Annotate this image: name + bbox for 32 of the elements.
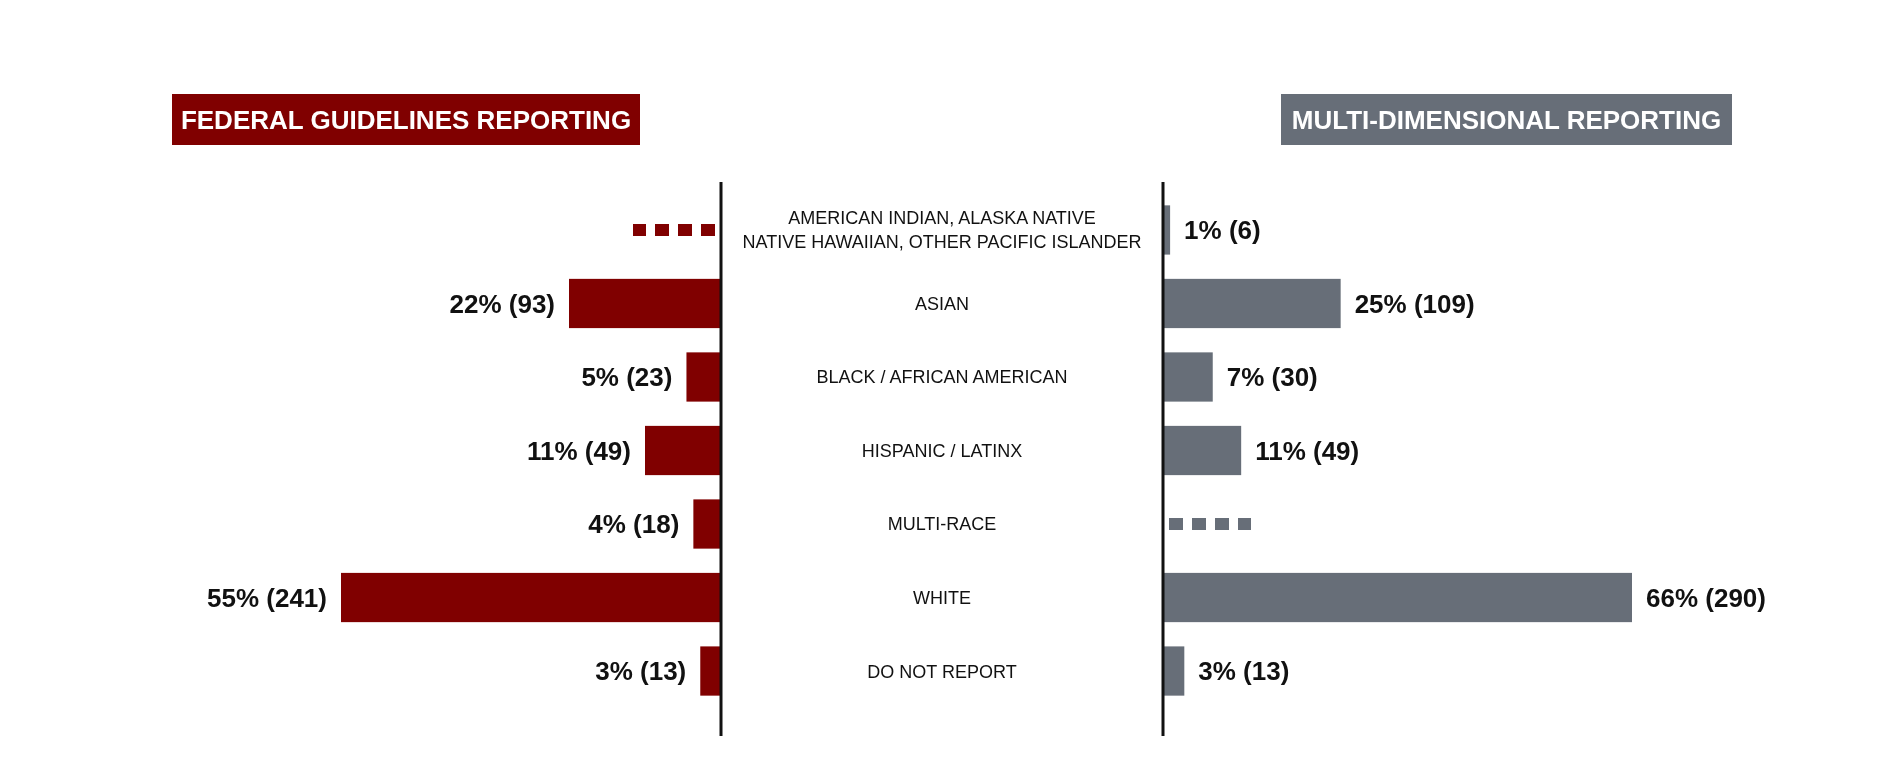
bar (700, 646, 721, 696)
bar (569, 278, 721, 329)
bar (1163, 352, 1213, 402)
y-tick-label: HISPANIC / LATINX (861, 440, 1023, 461)
bar (693, 499, 721, 549)
bar (645, 425, 721, 476)
chart-title: MULTI-DIMENSIONAL REPORTING (1291, 105, 1722, 136)
data-label: 25% (109) (1354, 288, 1475, 319)
y-tick-label: AMERICAN INDIAN, ALASKA NATIVE NATIVE HAWAIIAN, OTHER PACIFIC ISLANDER (742, 208, 1142, 253)
data-label: 3% (13) (595, 656, 687, 687)
chart-title: FEDERAL GUIDELINES REPORTING (180, 105, 632, 136)
data-label: 11% (49) (526, 435, 631, 466)
data-label: 4% (18) (588, 509, 680, 540)
data-label: 1% (6) (1184, 215, 1261, 246)
bar (1163, 425, 1242, 476)
data-label: 22% (93) (449, 288, 555, 319)
data-label: 66% (290) (1646, 582, 1766, 613)
data-label: 5% (23) (581, 362, 673, 393)
data-label: 7% (30) (1226, 362, 1318, 393)
y-tick-label: BLACK / AFRICAN AMERICAN (816, 367, 1068, 388)
data-label: 55% (241) (207, 582, 327, 613)
y-tick-label: ASIAN (914, 293, 970, 314)
y-tick-label: MULTI-RACE (887, 514, 997, 535)
bar (1163, 278, 1341, 329)
y-tick-label: WHITE (913, 588, 971, 608)
y-tick-label: DO NOT REPORT (867, 661, 1017, 682)
data-label: 11% (49) (1255, 435, 1360, 466)
data-label: 3% (13) (1198, 656, 1290, 687)
bar (686, 352, 721, 402)
bar (1163, 646, 1185, 696)
bar (1163, 572, 1632, 623)
bar (341, 572, 721, 623)
